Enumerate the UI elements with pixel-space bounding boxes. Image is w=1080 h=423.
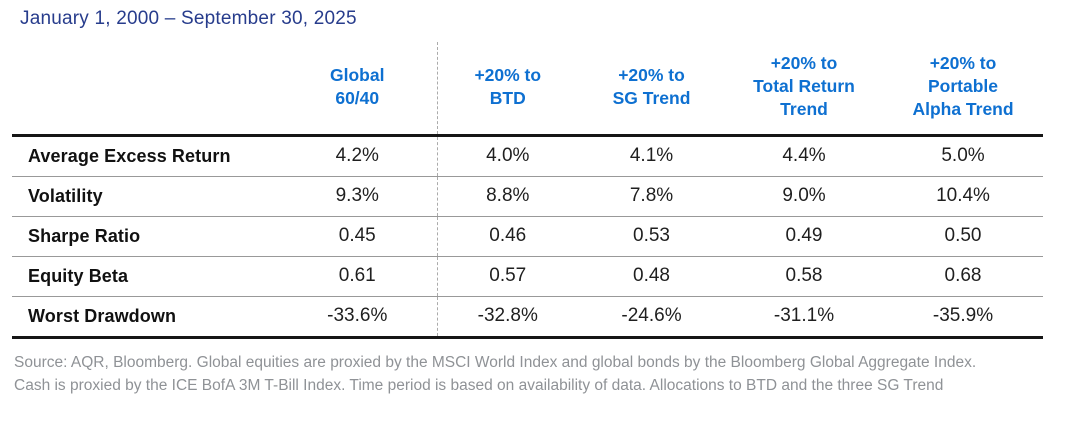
metric-value: 0.45: [278, 216, 438, 257]
metric-value: 0.68: [883, 256, 1043, 297]
metric-label: Sharpe Ratio: [12, 216, 278, 257]
metric-value: 4.4%: [782, 145, 826, 167]
metric-value: 0.50: [883, 216, 1043, 257]
table-body: Average Excess Return 4.2% 4.0% 4.1% 4.4…: [12, 135, 1043, 338]
metric-value: 0.49: [725, 216, 883, 257]
column-header-global-6040: Global 60/40: [278, 42, 438, 136]
metric-label: Equity Beta: [12, 256, 278, 297]
metric-value: 9.0%: [725, 176, 883, 217]
header-row: Global 60/40 +20% to BTD +20% to SG Tren…: [12, 42, 1043, 136]
table-row-sharpe-ratio: Sharpe Ratio 0.45 0.46 0.53 0.49 0.50: [12, 216, 1043, 257]
table-row-average-excess-return: Average Excess Return 4.2% 4.0% 4.1% 4.4…: [12, 135, 1043, 177]
metric-value: 0.46: [437, 216, 578, 257]
column-header-btd: +20% to BTD: [474, 64, 542, 108]
metric-label: Average Excess Return: [28, 145, 231, 166]
source-footnote: Source: AQR, Bloomberg. Global equities …: [14, 352, 1074, 397]
metric-value: 0.53: [578, 216, 725, 257]
metric-value: -24.6%: [578, 296, 725, 338]
metric-value: 4.1%: [629, 145, 674, 167]
metric-value: 0.48: [578, 256, 725, 297]
metric-value: 0.61: [278, 256, 438, 297]
page-title: January 1, 2000 – September 30, 2025: [20, 8, 357, 29]
metric-value: -32.8%: [437, 296, 578, 338]
metric-value: 8.8%: [437, 176, 578, 217]
performance-stats-table: Global 60/40 +20% to BTD +20% to SG Tren…: [12, 42, 1043, 339]
metric-value: 0.57: [437, 256, 578, 297]
metric-label: Volatility: [12, 176, 278, 217]
source-footnote-line1: Source: AQR, Bloomberg. Global equities …: [14, 354, 977, 372]
column-header-total-return-trend: +20% to Total Return Trend: [753, 53, 855, 120]
metric-label: Worst Drawdown: [12, 296, 278, 338]
metric-value: 7.8%: [578, 176, 725, 217]
metric-value: 0.58: [725, 256, 883, 297]
table-row-volatility: Volatility 9.3% 8.8% 7.8% 9.0% 10.4%: [12, 176, 1043, 217]
metric-value: 10.4%: [883, 176, 1043, 217]
metric-value: -31.1%: [725, 296, 883, 338]
metric-value: -35.9%: [883, 296, 1043, 338]
header-empty-cell: [12, 42, 278, 136]
table-header: Global 60/40 +20% to BTD +20% to SG Tren…: [12, 42, 1043, 136]
column-header-sg-trend: +20% to SG Trend: [612, 64, 691, 108]
source-footnote-line2: Cash is proxied by the ICE BofA 3M T-Bil…: [14, 376, 944, 394]
table-row-equity-beta: Equity Beta 0.61 0.57 0.48 0.58 0.68: [12, 256, 1043, 297]
metric-value: 4.2%: [278, 135, 438, 177]
column-header-portable-alpha-trend: +20% to Portable Alpha Trend: [912, 53, 1014, 120]
metric-value: -33.6%: [278, 296, 438, 338]
metric-value: 5.0%: [941, 145, 985, 167]
metric-value: 4.0%: [486, 145, 530, 167]
table-row-worst-drawdown: Worst Drawdown -33.6% -32.8% -24.6% -31.…: [12, 296, 1043, 338]
metric-value: 9.3%: [278, 176, 438, 217]
